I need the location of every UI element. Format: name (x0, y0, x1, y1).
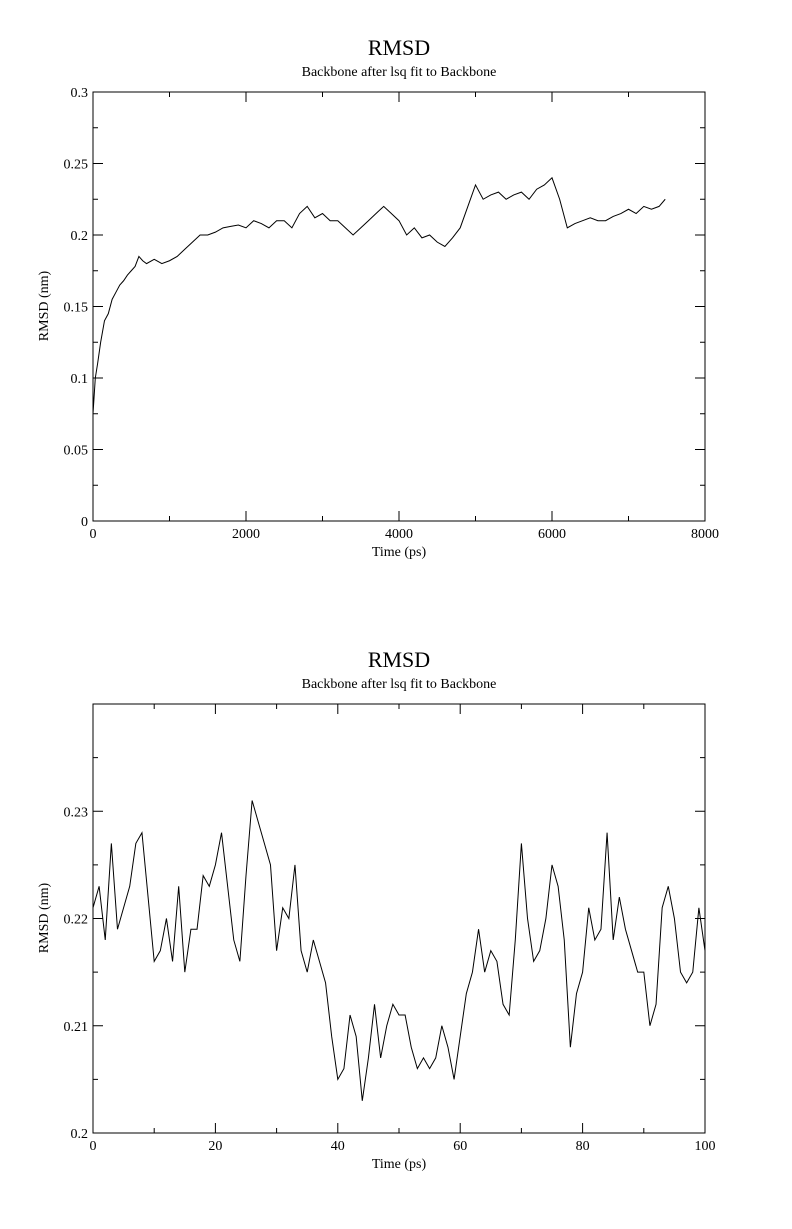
x-axis-label: Time (ps) (372, 1157, 427, 1172)
y-tick-label: 0.3 (71, 86, 89, 101)
series-line (92, 800, 706, 1101)
x-tick-label: 4000 (385, 527, 413, 542)
x-axis-label: Time (ps) (372, 545, 427, 560)
x-tick-label: 40 (331, 1139, 345, 1154)
x-tick-label: 0 (90, 1139, 97, 1154)
chart-subtitle: Backbone after lsq fit to Backbone (302, 677, 497, 692)
x-tick-label: 0 (90, 527, 97, 542)
x-tick-label: 80 (576, 1139, 590, 1154)
x-tick-label: 100 (695, 1139, 716, 1154)
y-tick-label: 0.22 (64, 913, 89, 928)
x-tick-label: 60 (453, 1139, 467, 1154)
series-line (92, 176, 666, 414)
y-tick-label: 0.25 (64, 158, 89, 173)
x-tick-label: 8000 (691, 527, 719, 542)
rmsd-zoom-panel: RMSD Backbone after lsq fit to Backbone … (37, 647, 716, 1172)
x-tick-label: 20 (208, 1139, 222, 1154)
y-tick-label: 0 (81, 515, 88, 530)
y-tick-label: 0.1 (71, 372, 89, 387)
y-axis-label: RMSD (nm) (37, 270, 52, 341)
y-tick-label: 0.2 (71, 1127, 89, 1142)
x-tick-label: 2000 (232, 527, 260, 542)
y-tick-label: 0.21 (64, 1020, 89, 1035)
x-tick-label: 6000 (538, 527, 566, 542)
y-tick-label: 0.2 (71, 229, 89, 244)
chart-subtitle: Backbone after lsq fit to Backbone (302, 65, 497, 80)
rmsd-full-panel: RMSD Backbone after lsq fit to Backbone … (37, 35, 719, 560)
chart-title: RMSD (368, 647, 430, 672)
chart-title: RMSD (368, 35, 430, 60)
y-axis-label: RMSD (nm) (37, 882, 52, 953)
y-tick-label: 0.23 (64, 805, 89, 820)
y-tick-label: 0.15 (64, 301, 89, 316)
y-tick-label: 0.05 (64, 444, 89, 459)
